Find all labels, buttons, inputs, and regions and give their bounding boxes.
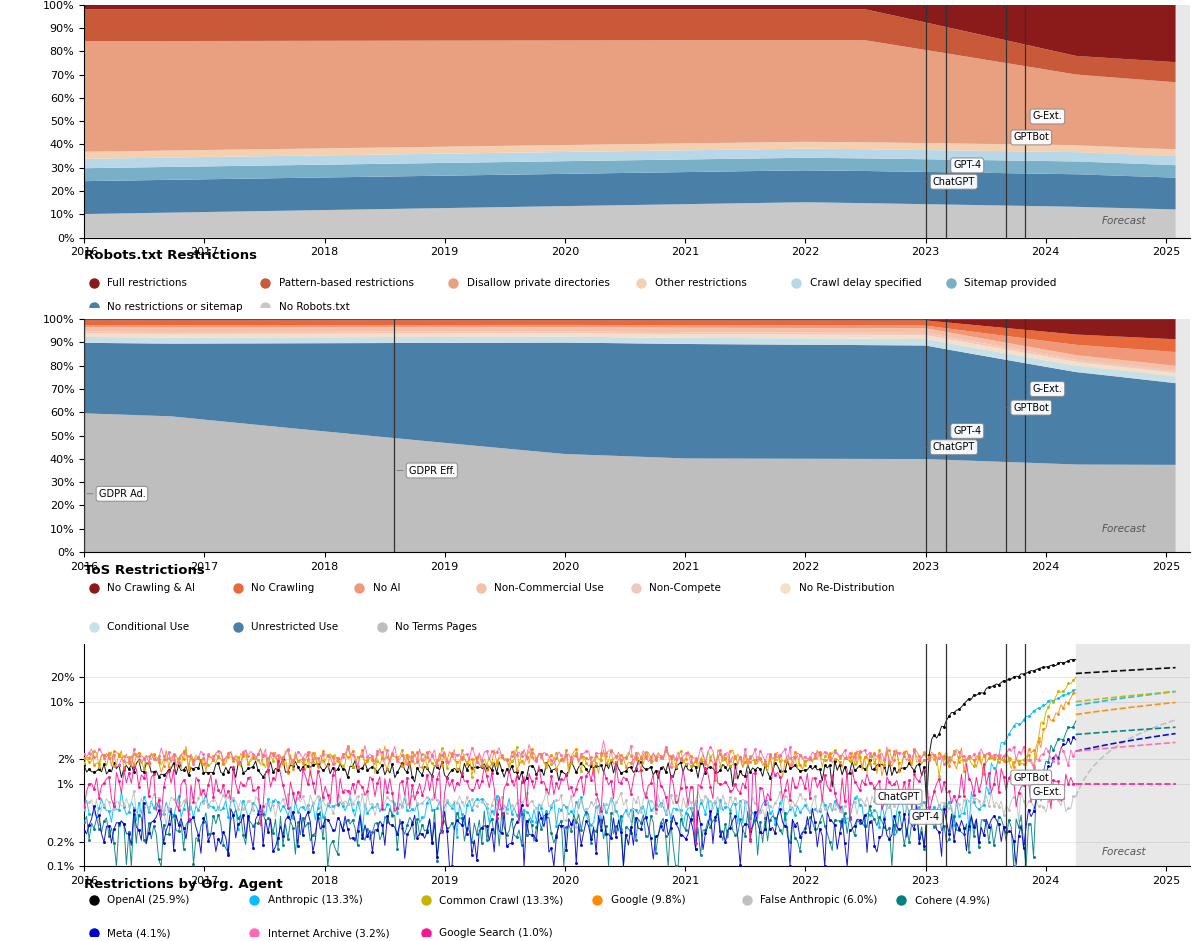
Text: False Anthropic (6.0%): False Anthropic (6.0%) [760,895,877,905]
Text: Disallow private directories: Disallow private directories [466,278,609,288]
Text: G-Ext.: G-Ext. [1025,384,1063,394]
Text: No Crawling: No Crawling [251,582,315,593]
Text: GPTBot: GPTBot [1006,133,1049,142]
Text: GPT-4: GPT-4 [946,426,981,436]
Text: GPT-4: GPT-4 [912,812,940,821]
Text: GPTBot: GPTBot [1013,773,1049,783]
Text: Internet Archive (3.2%): Internet Archive (3.2%) [268,929,389,938]
Text: No AI: No AI [373,582,400,593]
Text: GPTBot: GPTBot [1006,403,1049,412]
Text: Meta (4.1%): Meta (4.1%) [107,929,171,938]
Text: Full restrictions: Full restrictions [107,278,188,288]
Text: ToS Restrictions: ToS Restrictions [84,564,204,577]
Text: GPT-4: GPT-4 [946,160,981,170]
Text: Common Crawl (13.3%): Common Crawl (13.3%) [439,895,564,905]
Text: Google Search (1.0%): Google Search (1.0%) [439,929,553,938]
Text: G-Ext.: G-Ext. [1025,111,1063,121]
Text: Pattern-based restrictions: Pattern-based restrictions [279,278,413,288]
Text: No restrictions or sitemap: No restrictions or sitemap [107,302,243,312]
Text: Conditional Use: Conditional Use [107,622,190,632]
Text: Restrictions by Org. Agent: Restrictions by Org. Agent [84,878,282,891]
Text: GDPR Ad.: GDPR Ad. [87,488,145,499]
Text: No Crawling & AI: No Crawling & AI [107,582,196,593]
Text: Crawl delay specified: Crawl delay specified [810,278,921,288]
Text: Non-Commercial Use: Non-Commercial Use [494,582,605,593]
Text: Robots.txt Restrictions: Robots.txt Restrictions [84,249,257,263]
Text: G-Ext.: G-Ext. [1033,787,1063,797]
Text: Anthropic (13.3%): Anthropic (13.3%) [268,895,363,905]
Text: Google (9.8%): Google (9.8%) [611,895,685,905]
Bar [1076,319,1190,552]
Text: Forecast: Forecast [1101,847,1147,857]
Text: ChatGPT: ChatGPT [926,177,975,186]
Text: Other restrictions: Other restrictions [655,278,746,288]
Text: ChatGPT: ChatGPT [926,442,975,453]
Text: No Re-Distribution: No Re-Distribution [798,582,894,593]
Text: Forecast: Forecast [1101,216,1147,226]
Text: OpenAI (25.9%): OpenAI (25.9%) [107,895,190,905]
Text: Non-Compete: Non-Compete [649,582,721,593]
Text: No Robots.txt: No Robots.txt [279,302,350,312]
Text: Unrestricted Use: Unrestricted Use [251,622,338,632]
Text: GDPR Eff.: GDPR Eff. [397,466,454,475]
Text: Sitemap provided: Sitemap provided [964,278,1057,288]
Bar [1076,5,1190,238]
Text: Forecast: Forecast [1101,524,1147,534]
Text: No Terms Pages: No Terms Pages [395,622,477,632]
Text: Cohere (4.9%): Cohere (4.9%) [915,895,989,905]
Bar [1076,645,1190,867]
Text: ChatGPT: ChatGPT [877,791,920,802]
